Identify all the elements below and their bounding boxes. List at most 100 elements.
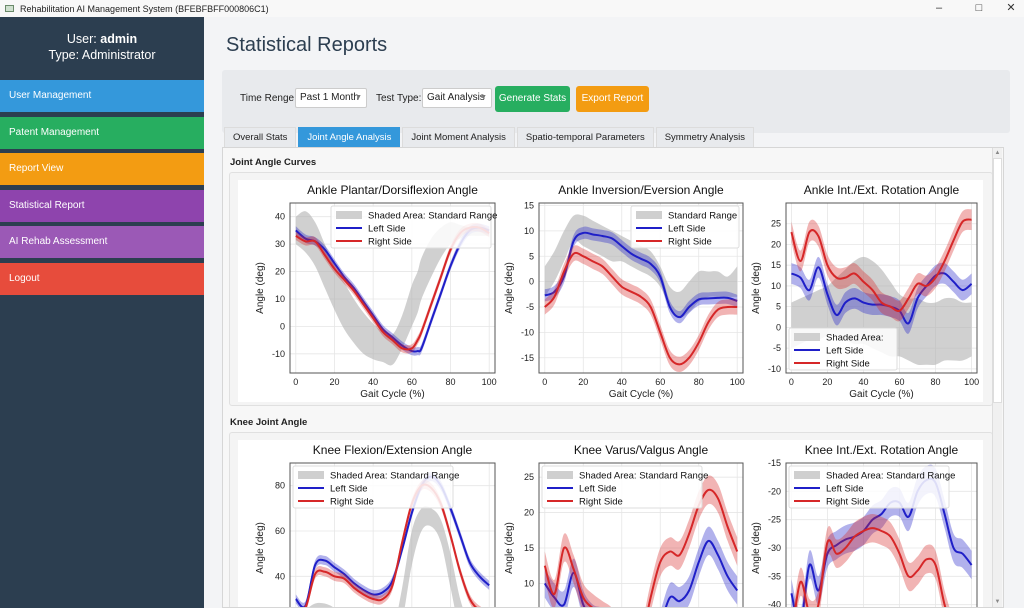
y-tick-label: -5 — [526, 302, 534, 312]
legend-label: Right Side — [579, 497, 623, 508]
generate-stats-button[interactable]: Generate Stats — [495, 86, 570, 112]
y-axis-label: Angle (deg) — [504, 522, 515, 574]
legend: Shaded Area: Standard Range Left Side Righ… — [292, 465, 459, 509]
nav-patent-management[interactable]: Patent Management — [0, 117, 204, 149]
y-tick-label: 40 — [275, 571, 285, 581]
y-tick-label: 10 — [524, 226, 534, 236]
section-title-knee-joint-angle: Knee Joint Angle — [230, 417, 308, 428]
plot-area — [543, 475, 739, 607]
time-range-value: Past 1 Month — [300, 92, 359, 103]
x-tick-label: 100 — [482, 377, 497, 387]
vertical-scrollbar[interactable]: ▲ ▼ — [992, 148, 1002, 607]
scroll-up-icon[interactable]: ▲ — [994, 150, 1001, 156]
knee-plots-svg: Knee Flexion/Extension Angle020406080100… — [255, 443, 978, 608]
test-type-label: Test Type: — [376, 93, 422, 104]
x-tick-label: 20 — [578, 377, 588, 387]
legend-label: Right Side — [668, 237, 712, 248]
legend: Shaded Area: Standard Range Left Side Righ… — [541, 465, 708, 509]
legend: Shaded Area: Standard Range Left Side Righ… — [788, 465, 955, 509]
standard-range-band — [791, 256, 972, 366]
tab-joint-angle-analysis[interactable]: Joint Angle Analysis — [298, 127, 401, 147]
joint-angle-curves-group: Ankle Plantar/Dorsiflexion Angle 0 20 40 60 8… — [229, 172, 993, 406]
maximize-button[interactable]: □ — [975, 2, 983, 14]
left-side-line — [295, 226, 490, 353]
nav-user-management[interactable]: User Management — [0, 80, 204, 112]
y-tick-label: -15 — [521, 353, 534, 363]
scroll-thumb[interactable] — [993, 158, 1002, 403]
y-tick-label: 5 — [776, 302, 781, 312]
y-tick-label: 15 — [771, 260, 781, 270]
y-tick-label: -20 — [768, 486, 781, 496]
minimize-button[interactable]: – — [935, 2, 943, 14]
right-side-band — [791, 209, 972, 322]
legend-swatch-standard — [794, 333, 820, 341]
tab-symmetry-analysis[interactable]: Symmetry Analysis — [655, 127, 754, 147]
x-tick-label: 0 — [542, 377, 547, 387]
legend-swatch-standard — [794, 471, 820, 479]
y-tick-label: 40 — [275, 212, 285, 222]
y-tick-label: 10 — [771, 281, 781, 291]
x-tick-label: 100 — [730, 377, 745, 387]
y-tick-label: 15 — [524, 543, 534, 553]
plot-frame — [538, 202, 744, 374]
legend-label: Shaded Area: Standard Range — [330, 471, 459, 482]
plot-frame — [785, 202, 978, 374]
scroll-down-icon[interactable]: ▼ — [994, 599, 1001, 605]
y-axis-label: Angle (deg) — [751, 262, 762, 314]
app-icon — [5, 5, 14, 12]
tab-joint-moment-analysis[interactable]: Joint Moment Analysis — [402, 127, 515, 147]
tab-spatio-temporal-parameters[interactable]: Spatio-temporal Parameters — [516, 127, 654, 147]
y-tick-label: -15 — [768, 458, 781, 468]
x-tick-label: 40 — [368, 377, 378, 387]
tab-overall-stats[interactable]: Overall Stats — [224, 127, 297, 147]
y-tick-label: -40 — [768, 600, 781, 608]
legend-swatch-standard — [298, 471, 324, 479]
y-axis-label: Angle (deg) — [504, 262, 515, 314]
window-title: Rehabilitation AI Management System (BFE… — [20, 3, 269, 14]
x-tick-label: 100 — [964, 377, 979, 387]
legend: Shaded Area: Standard Range Left Side Righ… — [330, 205, 497, 249]
report-tabs: Overall Stats Joint Angle Analysis Joint… — [224, 127, 756, 147]
window-titlebar: Rehabilitation AI Management System (BFE… — [0, 0, 1024, 17]
right-side-line — [304, 483, 478, 607]
y-tick-label: 20 — [275, 267, 285, 277]
plot-area — [295, 472, 490, 607]
nav-logout[interactable]: Logout — [0, 263, 204, 295]
legend-label: Shaded Area: — [826, 333, 884, 344]
close-button[interactable]: ✕ — [1006, 2, 1016, 14]
standard-range-band — [544, 214, 738, 318]
export-report-button[interactable]: Export Report — [576, 86, 649, 112]
x-tick-label: 40 — [617, 377, 627, 387]
y-tick-label: 10 — [524, 578, 534, 588]
y-tick-label: 20 — [771, 239, 781, 249]
y-axis-label: Angle (deg) — [751, 522, 762, 574]
left-side-line — [295, 475, 490, 607]
knee-joint-angle-group: Knee Flexion/Extension Angle020406080100… — [229, 432, 993, 608]
legend: Standard Range Left Side Right Side — [630, 205, 740, 249]
legend-box — [330, 205, 492, 249]
plot-frame — [289, 462, 496, 607]
knee-plots-canvas: Knee Flexion/Extension Angle020406080100… — [238, 440, 983, 608]
x-tick-label: 60 — [407, 377, 417, 387]
right-side-line — [790, 218, 972, 313]
x-tick-label: 60 — [895, 377, 905, 387]
left-side-band — [544, 526, 738, 607]
legend-label: Right Side — [330, 497, 374, 508]
y-tick-label: 25 — [524, 472, 534, 482]
nav-report-view[interactable]: Report View — [0, 153, 204, 185]
plot-area — [790, 209, 973, 366]
legend-swatch-standard — [336, 211, 362, 219]
nav-ai-rehab-assessment[interactable]: AI Rehab Assessment — [0, 226, 204, 258]
legend-box — [292, 465, 454, 509]
x-axis-label: Gait Cycle (%) — [849, 389, 913, 400]
section-title-joint-angle-curves: Joint Angle Curves — [230, 157, 317, 168]
test-type-select[interactable]: Gait Analysis ▼ — [422, 88, 492, 108]
nav-statistical-report[interactable]: Statistical Report — [0, 190, 204, 222]
chart-4: Knee Varus/Valgus Angle02040608010051015… — [504, 443, 744, 607]
chevron-down-icon: ▼ — [480, 94, 487, 101]
chart-0: Ankle Plantar/Dorsiflexion Angle 0 20 40 60 8… — [255, 183, 497, 400]
right-side-band — [793, 514, 950, 607]
x-axis-label: Gait Cycle (%) — [360, 389, 424, 400]
time-range-select[interactable]: Past 1 Month ▼ — [295, 88, 367, 108]
legend-label: Left Side — [330, 484, 368, 495]
